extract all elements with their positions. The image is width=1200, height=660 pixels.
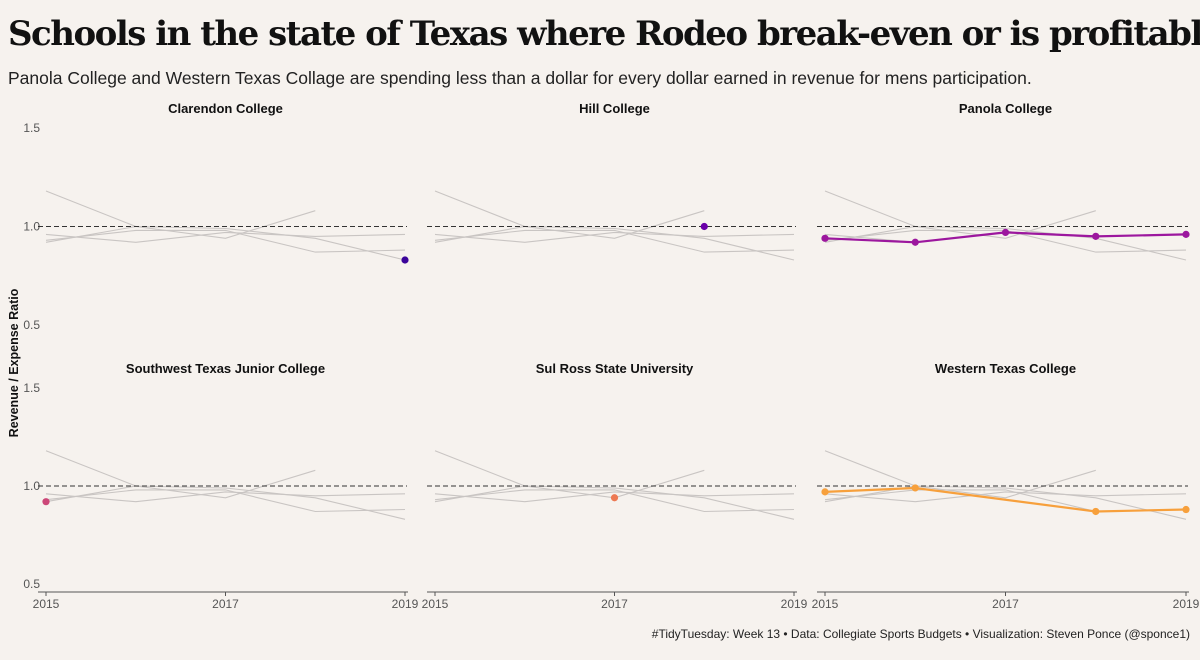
panel-3-data-point xyxy=(1092,232,1100,240)
panel-6-background-line-3 xyxy=(824,491,1187,503)
panel-4-background-line-4 xyxy=(45,489,406,513)
y-axis-label: Revenue / Expense Ratio xyxy=(7,288,21,437)
panel-3-data-point xyxy=(821,234,829,242)
panel-5-x-tick-label: 2017 xyxy=(601,597,628,611)
chart-title: Schools in the state of Texas where Rode… xyxy=(8,14,1200,54)
panel-3-data-point xyxy=(911,238,919,246)
panel-5-title: Sul Ross State University xyxy=(536,361,694,376)
panel-1-y-tick-label: 1.5 xyxy=(23,121,40,135)
panel-6-series-line xyxy=(824,486,1187,513)
panel-6-data-point xyxy=(911,484,919,492)
panel-6-data-point xyxy=(1092,507,1100,516)
panel-2-background-line-2 xyxy=(434,210,705,243)
panel-2-data-point xyxy=(700,222,708,231)
panel-6-background-line-2 xyxy=(824,469,1096,503)
panel-4-background-line-2 xyxy=(45,469,316,503)
panel-1-background-line-1 xyxy=(45,190,406,261)
panel-6-data-point xyxy=(821,488,829,496)
panel-6-data-point xyxy=(1182,505,1190,514)
chart-subtitle: Panola College and Western Texas Collage… xyxy=(8,68,1032,88)
panel-5-background-line-3 xyxy=(434,491,795,503)
panel-1-background-line-4 xyxy=(45,229,406,253)
panel-5-background-line-1 xyxy=(434,450,795,520)
panel-4-y-tick-label: 1.0 xyxy=(23,479,40,493)
panel-4-background-line-3 xyxy=(45,491,406,503)
panel-6-background-line-1 xyxy=(824,450,1187,520)
panel-3-background-line-2 xyxy=(824,210,1096,243)
panel-6-x-tick-label: 2015 xyxy=(812,597,839,611)
panel-3-data-point xyxy=(1182,230,1190,238)
panel-1-y-tick-label: 1.0 xyxy=(23,220,40,234)
panel-3-background-line-1 xyxy=(824,190,1187,261)
panel-5-x-tick-label: 2015 xyxy=(422,597,449,611)
panel-5-x-tick-label: 2019 xyxy=(781,597,808,611)
panel-4-title: Southwest Texas Junior College xyxy=(126,361,325,376)
panel-6-title: Western Texas College xyxy=(935,361,1076,376)
panel-1-background-line-2 xyxy=(45,210,316,243)
panel-3-data-point xyxy=(1001,228,1010,237)
panel-1-background-line-3 xyxy=(45,231,406,243)
panel-3-title: Panola College xyxy=(959,101,1052,116)
panel-2-background-line-1 xyxy=(434,190,795,261)
panel-4-data-point xyxy=(42,498,50,506)
panel-4-background-line-1 xyxy=(45,450,406,520)
panel-4-x-tick-label: 2017 xyxy=(212,597,239,611)
panel-5-background-line-2 xyxy=(434,469,705,503)
panel-1-y-tick-label: 0.5 xyxy=(23,318,40,332)
panel-4-x-tick-label: 2019 xyxy=(392,597,419,611)
panel-4-y-tick-label: 1.5 xyxy=(23,381,40,395)
panel-2-background-line-3 xyxy=(434,231,795,243)
panel-6-x-tick-label: 2019 xyxy=(1173,597,1200,611)
panel-5-background-line-4 xyxy=(434,489,795,513)
panel-6-x-tick-label: 2017 xyxy=(992,597,1019,611)
panel-4-x-tick-label: 2015 xyxy=(33,597,60,611)
panel-5-data-point xyxy=(610,494,619,502)
panel-2-background-line-4 xyxy=(434,229,795,253)
panel-1-data-point xyxy=(401,256,409,264)
panel-4-y-tick-label: 0.5 xyxy=(23,577,40,591)
panel-1-title: Clarendon College xyxy=(168,101,283,116)
panel-2-title: Hill College xyxy=(579,101,650,116)
chart-caption: #TidyTuesday: Week 13 • Data: Collegiate… xyxy=(651,627,1190,641)
